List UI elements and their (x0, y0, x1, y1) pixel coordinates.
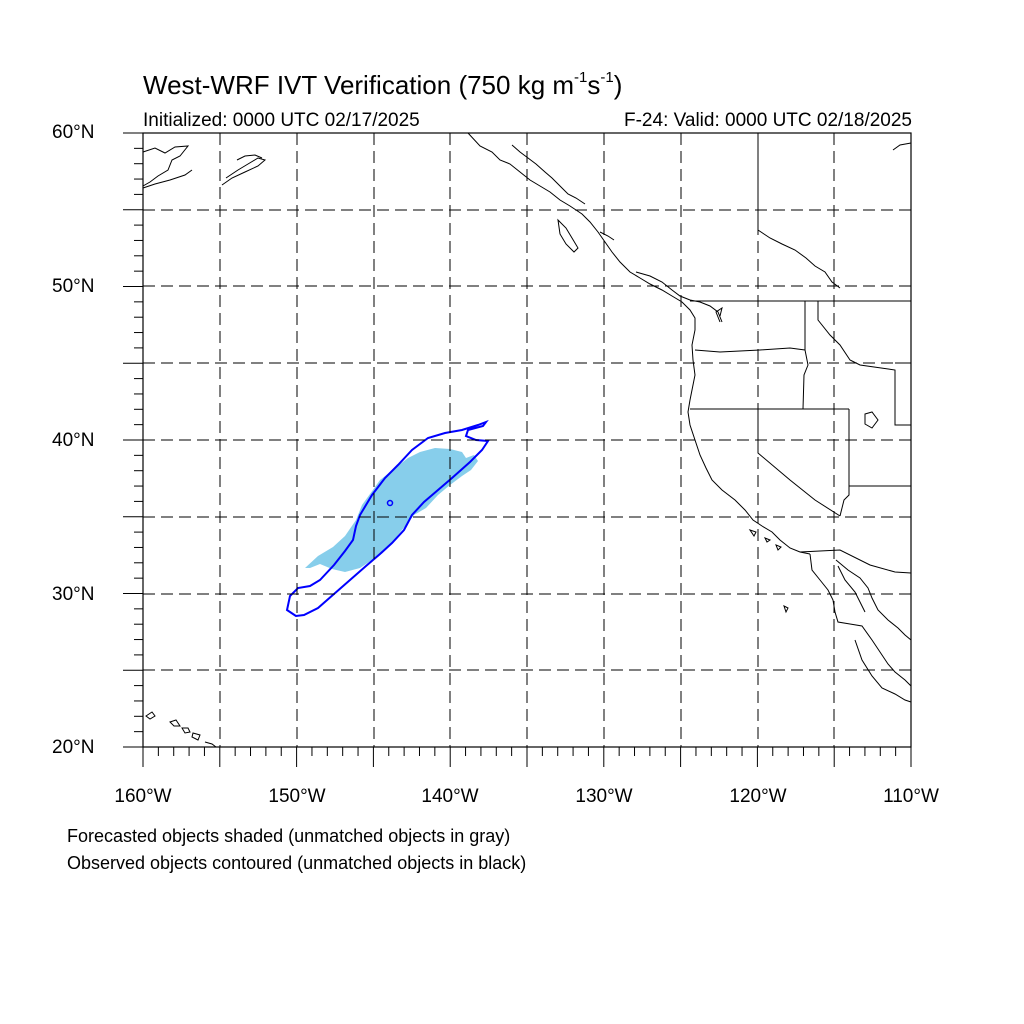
axis-ticks (123, 132, 912, 767)
lat-label-60n: 60°N (52, 122, 95, 143)
lat-label-50n: 50°N (52, 276, 95, 297)
map-title: West-WRF IVT Verification (750 kg m-1s-1… (143, 69, 623, 101)
lat-label-40n: 40°N (52, 430, 95, 451)
observed-note: Observed objects contoured (unmatched ob… (67, 853, 527, 873)
lon-label-110w: 110°W (883, 786, 939, 807)
forecast-object-shading (305, 448, 478, 572)
lat-label-30n: 30°N (52, 584, 95, 605)
initialized-time: Initialized: 0000 UTC 02/17/2025 (143, 110, 420, 131)
lon-label-150w: 150°W (268, 786, 326, 807)
forecast-note: Forecasted objects shaded (unmatched obj… (67, 826, 511, 846)
title-text: West-WRF IVT Verification (750 kg m (143, 70, 575, 100)
title-close: ) (613, 70, 623, 100)
coastlines (142, 132, 912, 748)
title-exp-2: -1 (600, 69, 614, 87)
observed-small-object (386, 499, 394, 507)
lat-lon-grid (143, 133, 911, 747)
title-mid: s (587, 70, 601, 100)
lon-label-130w: 130°W (575, 786, 633, 807)
lon-label-140w: 140°W (421, 786, 479, 807)
lat-label-20n: 20°N (52, 737, 95, 758)
lon-label-120w: 120°W (729, 786, 787, 807)
valid-time: F-24: Valid: 0000 UTC 02/18/2025 (624, 110, 912, 131)
title-exp-1: -1 (574, 69, 588, 87)
lon-label-160w: 160°W (114, 786, 172, 807)
observed-object-contour (285, 419, 490, 618)
